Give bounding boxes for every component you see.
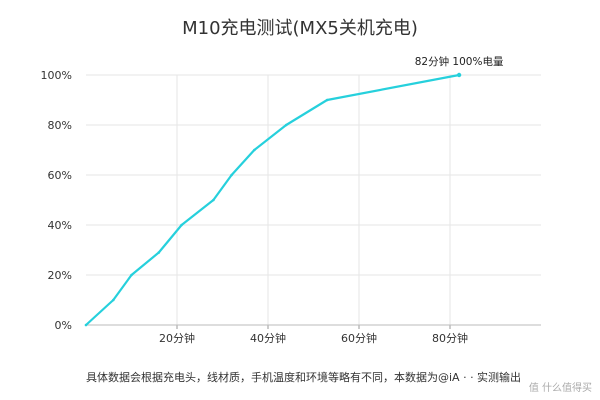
y-tick-label: 20% — [48, 269, 72, 282]
annotations: 82分钟 100%电量 — [415, 55, 504, 78]
annotation-marker — [456, 72, 462, 78]
data-point — [130, 273, 133, 277]
y-tick-label: 80% — [48, 119, 72, 132]
series-layer — [84, 73, 461, 327]
annotation-label: 82分钟 100%电量 — [415, 55, 504, 68]
axes — [86, 324, 541, 329]
data-point — [180, 223, 183, 227]
x-tick-label: 40分钟 — [250, 331, 286, 345]
data-point — [84, 323, 88, 327]
data-point — [284, 123, 288, 127]
data-point — [325, 98, 329, 102]
data-point — [157, 251, 161, 254]
tick-labels: 0% 20% 40% 60% 80% 100% 20分钟 40分钟 60分钟 80分钟 — [41, 69, 468, 345]
series-line — [84, 73, 461, 327]
y-tick-label: 100% — [41, 69, 72, 82]
x-tick-label: 60分钟 — [341, 331, 377, 345]
data-point — [253, 148, 256, 152]
data-point — [212, 198, 215, 202]
x-tick-label: 80分钟 — [432, 331, 468, 345]
gridlines — [86, 74, 541, 326]
watermark: 值 什么值得买 — [528, 383, 592, 394]
y-tick-label: 60% — [48, 169, 72, 182]
y-tick-label: 40% — [48, 219, 72, 232]
y-tick-label: 0% — [55, 319, 72, 332]
data-point — [112, 298, 115, 302]
x-tick-label: 20分钟 — [159, 331, 195, 345]
data-point — [230, 173, 233, 177]
footnote: 具体数据会根据充电头，线材质，手机温度和环境等略有不同，本数据为@iA · · … — [86, 371, 522, 384]
chart-title: M10充电测试(MX5关机充电) — [182, 18, 418, 39]
